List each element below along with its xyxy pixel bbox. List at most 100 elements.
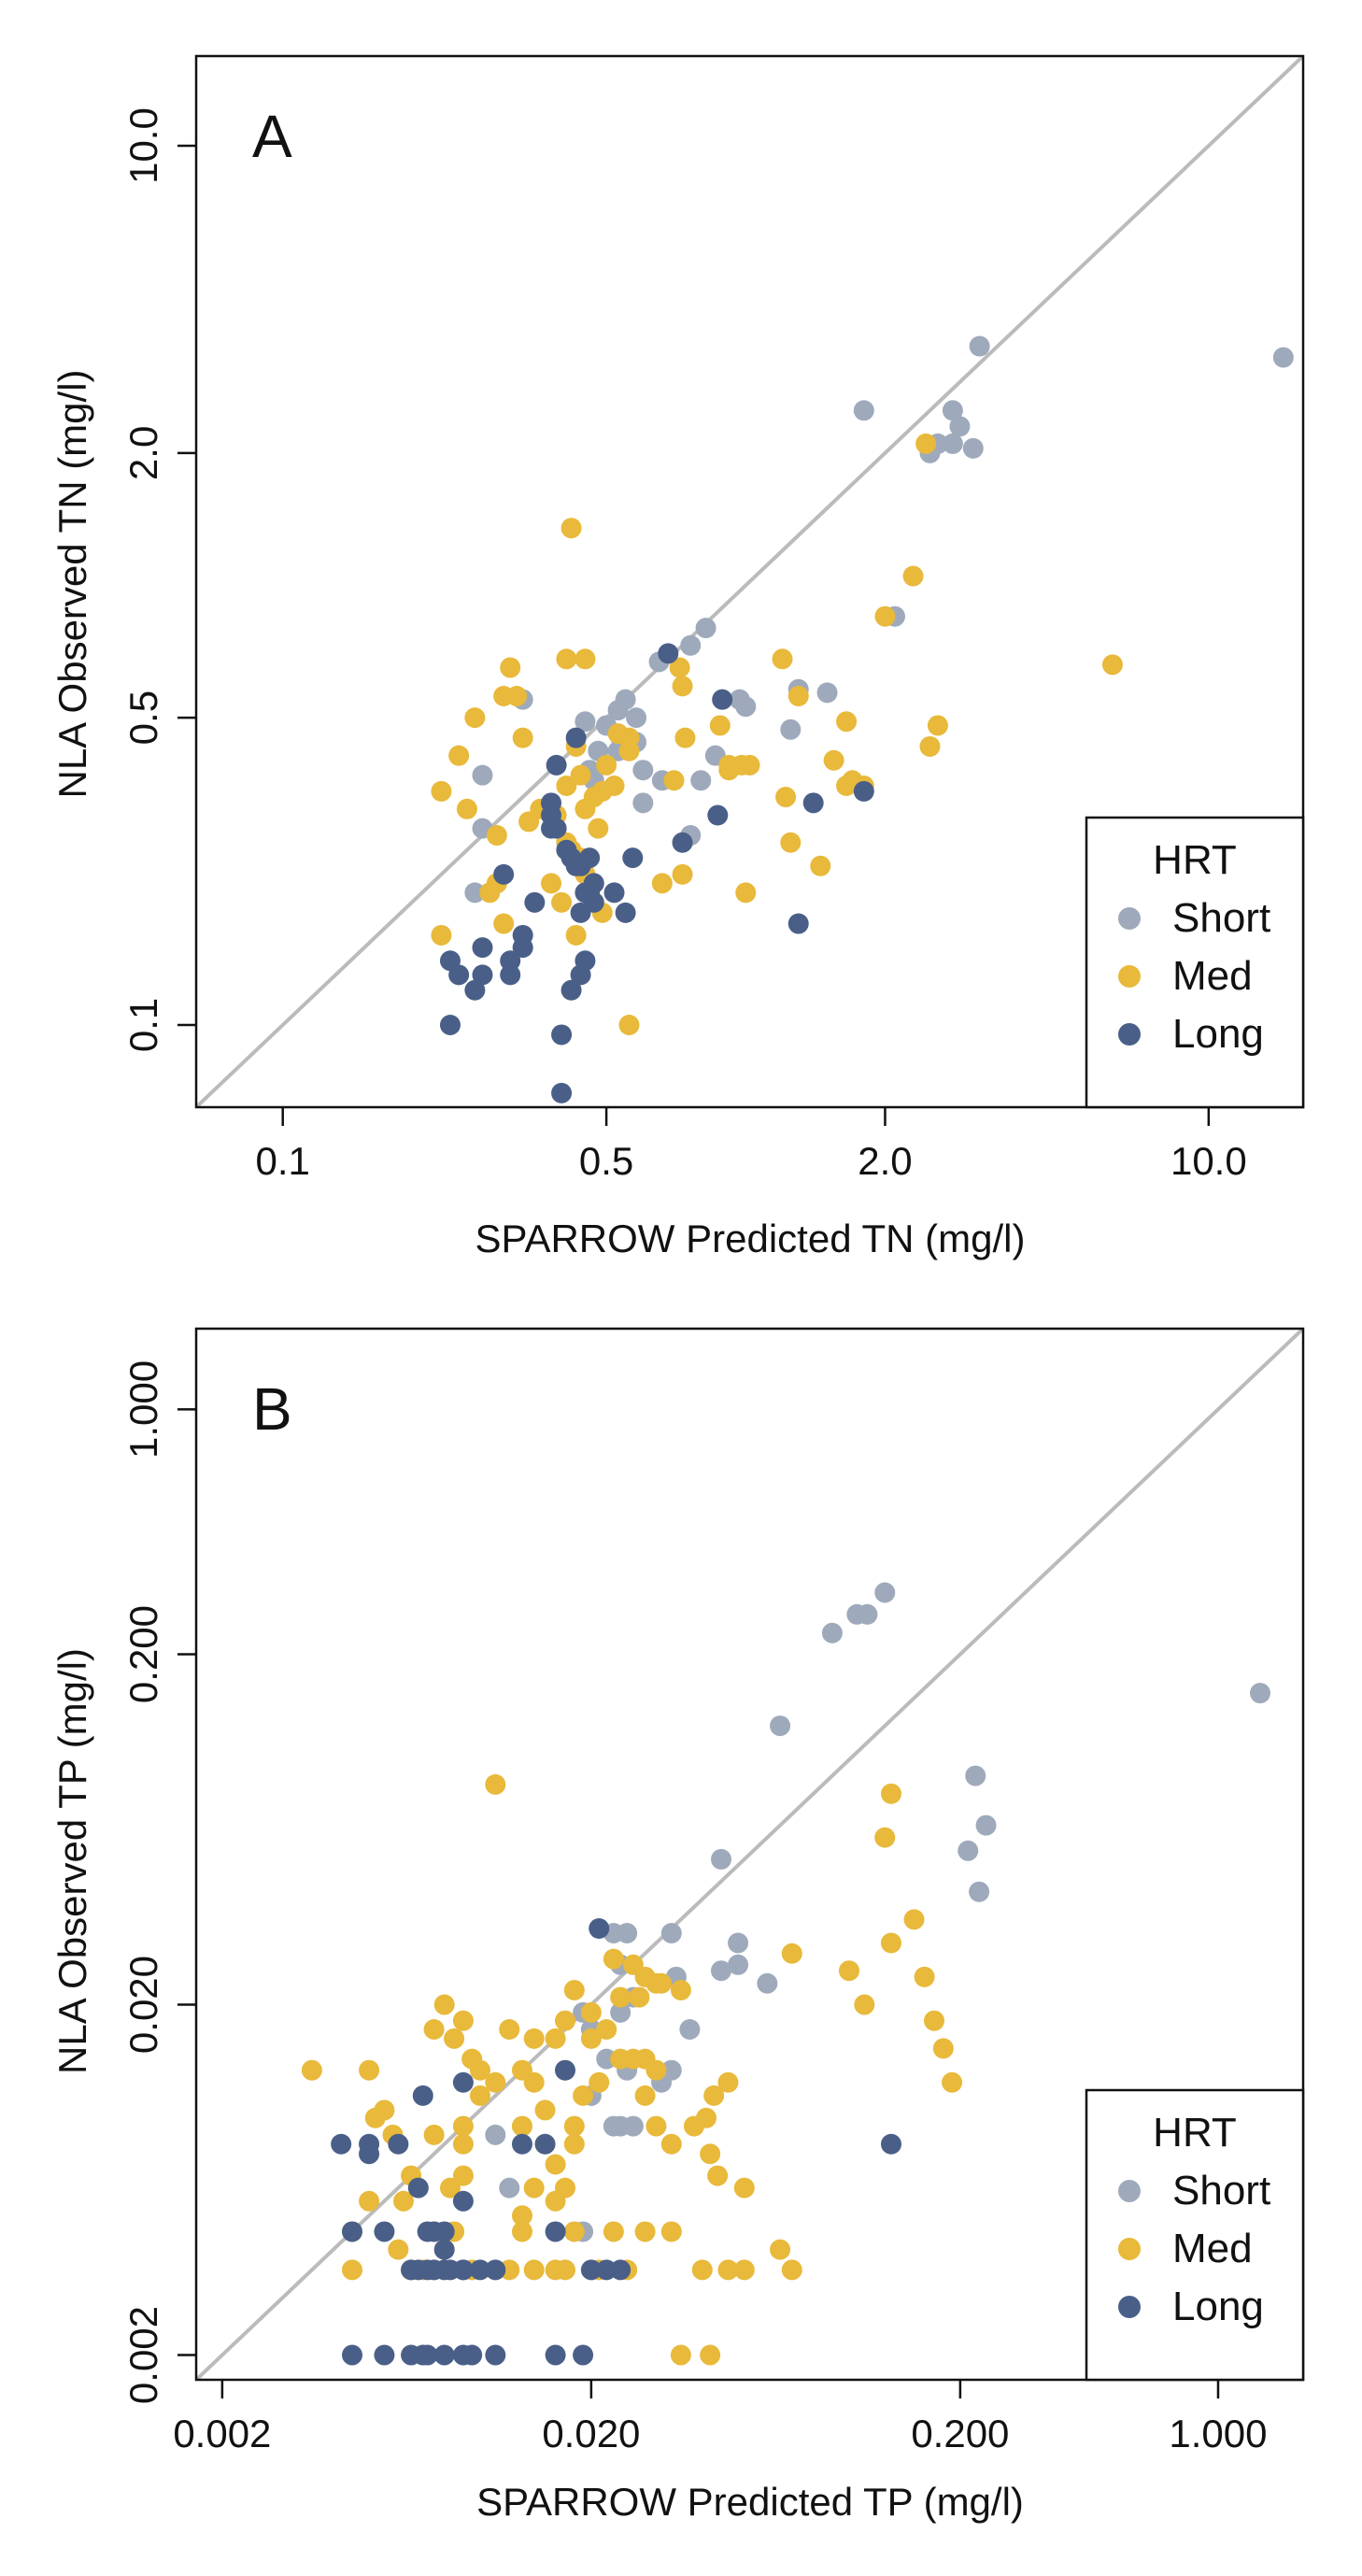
x-tick-label: 1.000 (1169, 2412, 1267, 2455)
plot-frame (194, 54, 1305, 1109)
point-med (448, 745, 470, 766)
legend-label-med: Med (1172, 953, 1253, 999)
point-long (461, 2344, 483, 2366)
point-med (670, 1980, 691, 2001)
point-short (660, 1922, 682, 1943)
point-long (464, 979, 486, 1001)
point-med (469, 2059, 490, 2081)
point-short (485, 2124, 506, 2145)
point-med (541, 873, 562, 894)
point-med (915, 433, 937, 454)
point-short (695, 618, 716, 639)
point-med (610, 1986, 631, 2008)
point-short (965, 1765, 986, 1786)
point-short (1249, 1683, 1270, 1704)
point-long (485, 2344, 506, 2366)
point-med (580, 2001, 602, 2023)
point-med (1101, 654, 1123, 676)
point-med (733, 2259, 755, 2281)
point-short (969, 1881, 990, 1902)
x-tick-label: 0.5 (579, 1139, 633, 1183)
point-med (646, 2115, 667, 2137)
point-med (629, 1986, 650, 2008)
point-med (651, 1972, 673, 1994)
point-med (440, 2177, 461, 2199)
point-med (634, 2221, 656, 2242)
point-med (770, 2239, 791, 2260)
point-med (560, 518, 582, 539)
point-long (570, 964, 591, 986)
point-long (589, 1917, 610, 1939)
point-short (728, 1954, 749, 1975)
point-long (433, 2239, 455, 2260)
point-long (534, 2133, 556, 2155)
point-long (469, 2259, 490, 2281)
point-med (700, 2143, 721, 2165)
point-med (452, 2133, 474, 2155)
y-tick-label: 0.020 (121, 1956, 165, 2054)
point-med (717, 2259, 739, 2281)
point-long (787, 913, 809, 934)
point-med (485, 1773, 506, 1795)
y-axis-label-a: NLA Observed TN (mg/l) (50, 369, 94, 798)
point-long (546, 818, 567, 839)
points-layer (431, 335, 1294, 1103)
point-med (919, 735, 941, 757)
point-short (679, 2019, 701, 2040)
point-long (417, 2221, 438, 2242)
point-med (565, 924, 587, 946)
point-short (942, 400, 963, 421)
point-med (500, 657, 521, 678)
x-tick-label: 0.200 (911, 2412, 1009, 2455)
point-short (690, 770, 712, 791)
point-med (618, 740, 640, 761)
one-to-one-line (196, 1329, 1303, 2380)
point-short (610, 2001, 631, 2023)
point-med (341, 2259, 362, 2281)
point-med (464, 707, 486, 729)
point-med (902, 565, 924, 587)
point-med (660, 2221, 682, 2242)
point-long (610, 2259, 631, 2281)
point-med (838, 1960, 859, 1982)
point-med (580, 2028, 602, 2049)
point-med (456, 798, 477, 819)
point-med (512, 727, 533, 748)
point-short (728, 1932, 749, 1954)
panel-b: B SPARROW Predicted TP (mg/l) NLA Observ… (50, 1327, 1305, 2524)
point-short (632, 792, 654, 814)
point-med (431, 780, 452, 802)
point-long (359, 2143, 380, 2165)
point-med (927, 715, 948, 736)
point-med (787, 685, 809, 706)
point-long (500, 964, 521, 986)
point-long (452, 2071, 474, 2093)
point-med (670, 2344, 691, 2366)
point-long (472, 937, 493, 959)
point-short (757, 1972, 778, 1994)
point-med (359, 2059, 380, 2081)
y-tick-label: 0.5 (121, 690, 165, 745)
point-short (853, 400, 874, 421)
point-long (712, 689, 733, 710)
point-med (942, 2071, 963, 2093)
point-short (770, 1715, 791, 1737)
point-med (301, 2059, 322, 2081)
point-med (603, 1948, 624, 1970)
point-long (374, 2344, 395, 2366)
point-med (735, 882, 757, 904)
point-med (575, 648, 596, 670)
point-med (374, 2099, 395, 2121)
legend-label-short: Short (1172, 2168, 1270, 2213)
point-med (570, 764, 591, 786)
point-med (523, 2028, 545, 2049)
point-short (575, 711, 596, 733)
one-to-one-line (196, 56, 1303, 1107)
point-long (545, 2344, 566, 2366)
point-long (341, 2344, 362, 2366)
point-med (551, 891, 573, 913)
point-long (452, 2259, 474, 2281)
point-med (469, 2085, 490, 2106)
legend: HRT Short Med Long (1085, 2088, 1305, 2382)
point-short (962, 437, 984, 459)
